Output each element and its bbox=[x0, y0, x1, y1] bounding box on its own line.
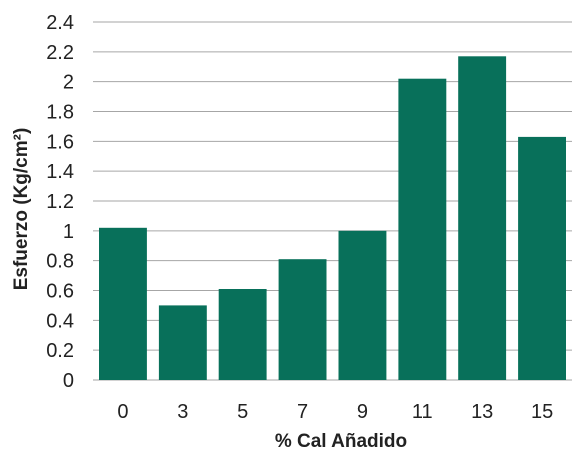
y-tick-label: 1.2 bbox=[46, 191, 74, 213]
y-tick-label: 0.8 bbox=[46, 251, 74, 273]
y-tick-label: 2.4 bbox=[46, 12, 74, 34]
y-tick-label: 2 bbox=[63, 72, 74, 94]
y-tick-label: 1.8 bbox=[46, 102, 74, 124]
x-tick-label: 11 bbox=[412, 401, 433, 423]
x-tick-label: 15 bbox=[531, 401, 553, 423]
x-axis-title: % Cal Añadido bbox=[275, 431, 407, 452]
y-tick-label: 0.4 bbox=[46, 310, 74, 332]
x-tick-label: 5 bbox=[237, 401, 248, 423]
x-tick-label: 0 bbox=[117, 401, 128, 423]
y-tick-label: 0.2 bbox=[46, 340, 74, 362]
y-tick-label: 1 bbox=[63, 221, 74, 243]
bar-13 bbox=[458, 56, 507, 381]
y-tick-label: 0.6 bbox=[46, 281, 74, 303]
y-tick-label: 0 bbox=[63, 370, 74, 392]
bar-3 bbox=[158, 305, 207, 380]
bar-15 bbox=[518, 136, 566, 380]
y-tick-label: 2.2 bbox=[46, 42, 74, 64]
y-tick-label: 1.4 bbox=[46, 161, 74, 183]
y-tick-labels: 0 0.2 0.4 0.6 0.8 1 1.2 1.4 1.6 1.8 2 2.2 2.4 bbox=[46, 12, 74, 392]
bar-9 bbox=[338, 230, 387, 380]
x-tick-labels: 0 3 5 7 9 11 13 15 bbox=[117, 401, 553, 423]
x-tick-label: 13 bbox=[471, 401, 493, 423]
bar-0 bbox=[99, 227, 147, 380]
bar-7 bbox=[278, 259, 327, 380]
x-tick-label: 3 bbox=[177, 401, 188, 423]
x-tick-label: 9 bbox=[357, 401, 368, 423]
bar-5 bbox=[218, 289, 267, 380]
bars bbox=[99, 56, 566, 381]
bar-11 bbox=[398, 78, 447, 380]
x-tick-label: 7 bbox=[297, 401, 308, 423]
y-axis-title: Esfuerzo (Kg/cm²) bbox=[11, 128, 32, 291]
y-tick-label: 1.6 bbox=[46, 131, 74, 153]
